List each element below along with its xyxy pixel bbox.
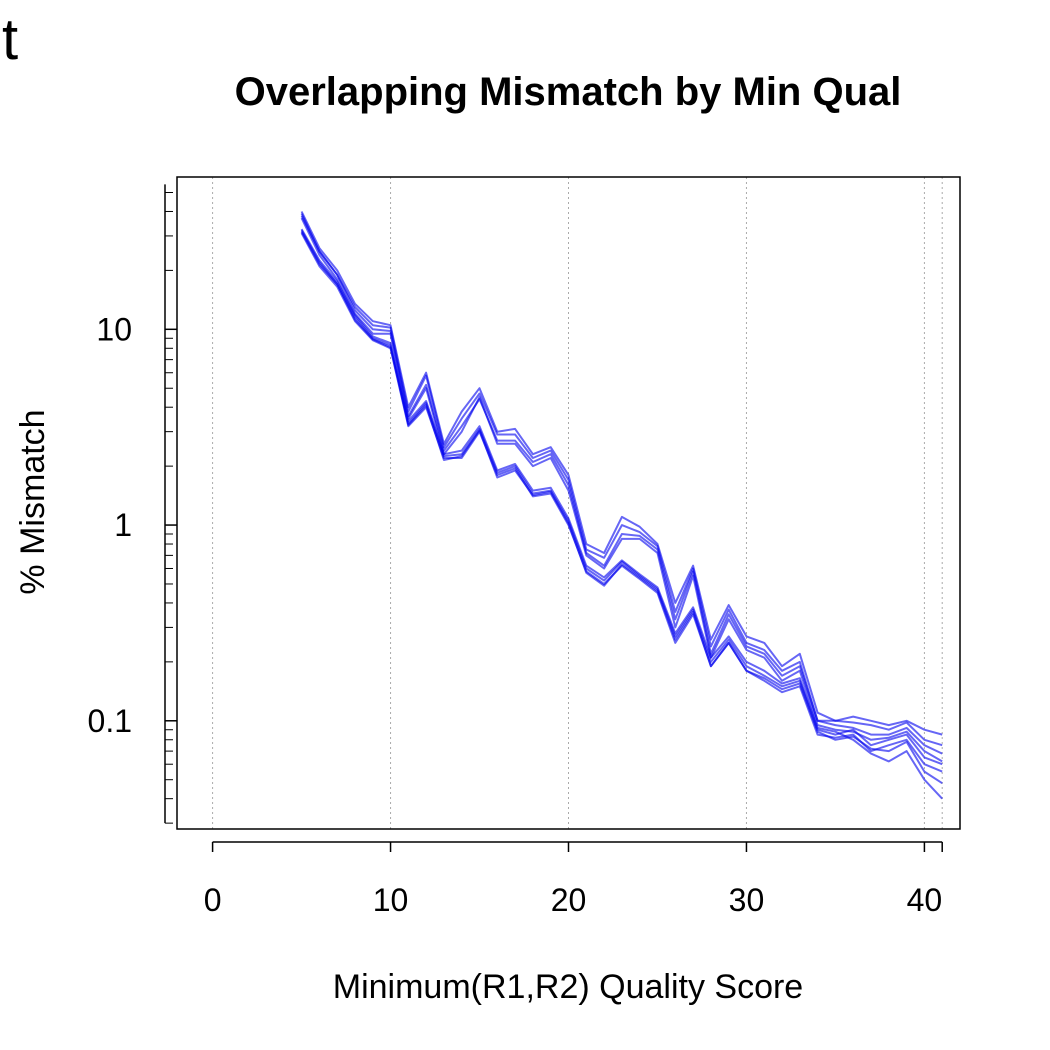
x-tick-label: 10	[373, 882, 409, 918]
y-axis: 0.1 1 10	[88, 184, 177, 824]
series-line-8	[300, 228, 943, 800]
plot-frame	[176, 176, 961, 830]
series-line-4	[300, 217, 943, 763]
y-tick-label: 1	[114, 507, 132, 543]
x-tick-label: 0	[204, 882, 222, 918]
y-tick-label: 10	[96, 311, 132, 347]
x-axis-label: Minimum(R1,R2) Quality Score	[333, 968, 803, 1006]
series-line-7	[300, 231, 943, 785]
series-line-1	[300, 211, 943, 736]
grid-lines	[212, 177, 943, 829]
chart-title: Overlapping Mismatch by Min Qual	[235, 70, 902, 114]
x-axis: 0 10 20 30 40	[204, 841, 943, 918]
x-tick-label: 30	[729, 882, 765, 918]
series-lines	[300, 211, 943, 800]
corner-panel-label: t	[2, 7, 19, 72]
x-tick-label: 40	[907, 882, 943, 918]
y-tick-label: 0.1	[88, 703, 132, 739]
x-tick-label: 20	[551, 882, 587, 918]
series-line-5	[300, 229, 943, 766]
series-line-6	[300, 232, 943, 773]
series-line-3	[300, 215, 943, 755]
y-axis-label: % Mismatch	[14, 409, 52, 594]
series-line-2	[300, 213, 943, 747]
